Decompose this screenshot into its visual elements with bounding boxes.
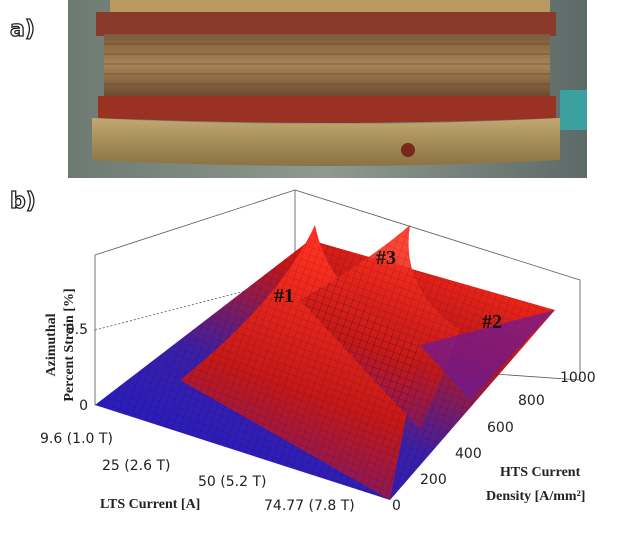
panel-label: a): [10, 17, 35, 42]
annotation: #1: [274, 285, 294, 307]
annotation: #2: [482, 311, 502, 333]
z-tick-label: 0.5: [66, 322, 88, 338]
annotation: #3: [376, 247, 396, 269]
z-axis-title-line: Azimuthal: [44, 313, 59, 376]
y-tick-label: 0: [392, 498, 401, 514]
z-axis-title-line: Percent Strain [%]: [62, 288, 77, 401]
x-tick-label: 74.77 (7.8 T): [264, 498, 355, 514]
y-tick-label: 400: [455, 446, 482, 462]
y-axis-title: Density [A/mm²]: [486, 489, 585, 504]
x-tick-label: 50 (5.2 T): [198, 474, 266, 490]
y-tick-label: 200: [420, 472, 447, 488]
y-tick-label: 1000: [560, 370, 596, 386]
y-tick-label: 600: [487, 420, 514, 436]
z-tick-label: 0: [79, 398, 88, 414]
y-axis-title: HTS Current: [500, 465, 581, 480]
x-tick-label: 25 (2.6 T): [102, 458, 170, 474]
photo: [68, 0, 587, 178]
surface: [95, 225, 555, 500]
y-tick-label: 800: [518, 393, 545, 409]
x-axis-title: LTS Current [A]: [100, 497, 200, 512]
x-tick-label: 9.6 (1.0 T): [40, 431, 113, 447]
panel-label: b): [10, 189, 36, 214]
z-axis-title: Azimuthal Percent Strain [%]: [44, 288, 77, 401]
